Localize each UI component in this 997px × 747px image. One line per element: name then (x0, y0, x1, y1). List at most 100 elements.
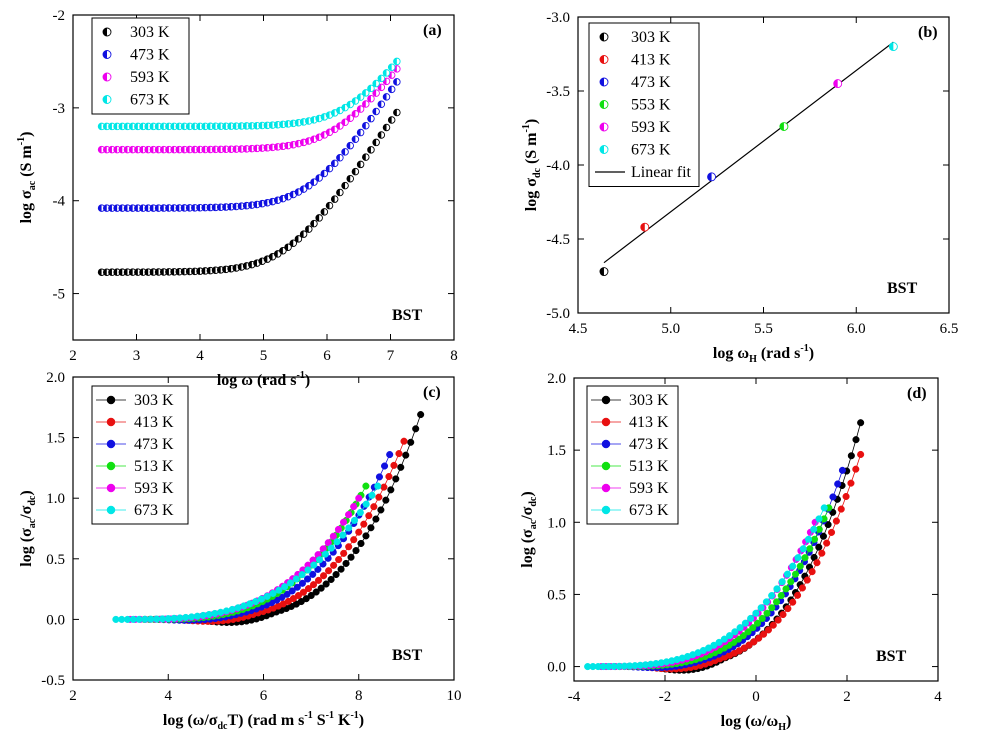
data-point (165, 268, 173, 276)
data-point (165, 122, 173, 131)
data-point (216, 145, 225, 154)
panel-label: (c) (423, 384, 441, 401)
y-tick-label: 2.0 (46, 370, 65, 386)
data-point (128, 268, 137, 276)
data-point (778, 578, 786, 586)
legend-marker (599, 55, 609, 64)
data-point (170, 145, 178, 154)
data-point (382, 69, 391, 77)
y-tick-label: 2.0 (547, 371, 566, 387)
data-point (372, 107, 380, 116)
data-point (827, 528, 836, 536)
data-point (103, 204, 111, 212)
data-point (820, 504, 828, 512)
data-point (309, 570, 317, 578)
data-point (367, 524, 375, 532)
y-tick-label: 0.5 (547, 587, 566, 603)
sample-annotation: BST (392, 647, 423, 664)
data-point (752, 609, 760, 617)
data-point (791, 570, 800, 578)
data-point (350, 536, 358, 544)
data-point (367, 94, 375, 103)
data-point (789, 562, 797, 570)
data-point (205, 610, 213, 619)
data-point (385, 472, 393, 481)
data-point (340, 549, 348, 557)
data-point (417, 411, 425, 419)
y-tick-label: -4 (53, 194, 66, 210)
data-point (392, 475, 400, 483)
data-point (286, 579, 295, 587)
legend-label: 413 K (629, 414, 669, 431)
data-point (330, 159, 339, 168)
data-point (757, 604, 765, 612)
data-point (750, 638, 758, 646)
data-point (339, 518, 348, 526)
data-point (305, 225, 313, 233)
data-point (222, 607, 231, 615)
data-point (782, 585, 790, 593)
chart-panel-b: 4.5 5.0 5.5 6.0 6.5 -5.0 -4.5 -4.0 -3.5 -3.0 log ω… (521, 10, 958, 365)
data-point (749, 624, 757, 632)
legend-label: 473 K (130, 47, 170, 64)
data-point (824, 521, 832, 529)
legend-label: 673 K (130, 92, 170, 109)
data-point (327, 544, 335, 552)
legend-marker (599, 100, 609, 109)
data-point (375, 493, 383, 501)
data-point (794, 591, 802, 599)
data-point (222, 145, 230, 154)
data-point (273, 121, 282, 129)
data-point (764, 626, 772, 634)
x-tick-label: 2 (69, 348, 77, 364)
data-point (211, 122, 220, 131)
chart-panel-d: -4 -2 0 2 4 0.0 0.5 1.0 1.5 2.0 log (ω/ωH) log (σac… (519, 371, 942, 733)
data-point (293, 583, 301, 591)
data-point (397, 463, 405, 471)
x-axis-label: log ω (rad s-1) (217, 370, 310, 389)
data-point (362, 500, 370, 508)
legend-marker (601, 483, 611, 493)
legend-marker (601, 461, 611, 471)
data-point (345, 543, 353, 551)
data-point (736, 624, 744, 632)
data-point (400, 437, 408, 445)
data-point (299, 185, 308, 193)
data-point (758, 614, 766, 622)
data-point (362, 89, 370, 97)
data-point (818, 549, 826, 557)
data-point (710, 641, 718, 649)
data-point (315, 174, 323, 182)
data-point (779, 611, 787, 619)
x-tick-label: 7 (387, 348, 395, 364)
data-point (838, 466, 847, 474)
data-point (374, 482, 382, 490)
legend-label: 303 K (631, 29, 671, 46)
y-tick-label: -3.5 (546, 84, 570, 100)
data-point (356, 508, 364, 517)
legend-label: 473 K (134, 436, 174, 453)
data-point (726, 632, 734, 640)
data-point (299, 588, 308, 596)
data-point (745, 641, 753, 649)
data-point (134, 122, 142, 131)
y-tick-label: 1.0 (547, 515, 566, 531)
x-tick-label: 5 (260, 348, 268, 364)
data-point (857, 419, 865, 427)
data-point (144, 268, 152, 276)
y-tick-label: 0.0 (547, 660, 566, 676)
y-tick-label: 0.5 (46, 552, 65, 568)
data-point (755, 634, 763, 642)
data-point (707, 172, 717, 182)
data-point (412, 425, 420, 433)
data-point (314, 576, 323, 584)
data-point (196, 122, 204, 131)
data-point (336, 188, 344, 197)
data-point (815, 515, 823, 523)
data-point (123, 268, 132, 276)
data-point (320, 169, 329, 178)
legend-label: 593 K (134, 480, 174, 497)
data-point (355, 528, 363, 536)
data-point (731, 628, 739, 636)
data-point (216, 122, 225, 131)
